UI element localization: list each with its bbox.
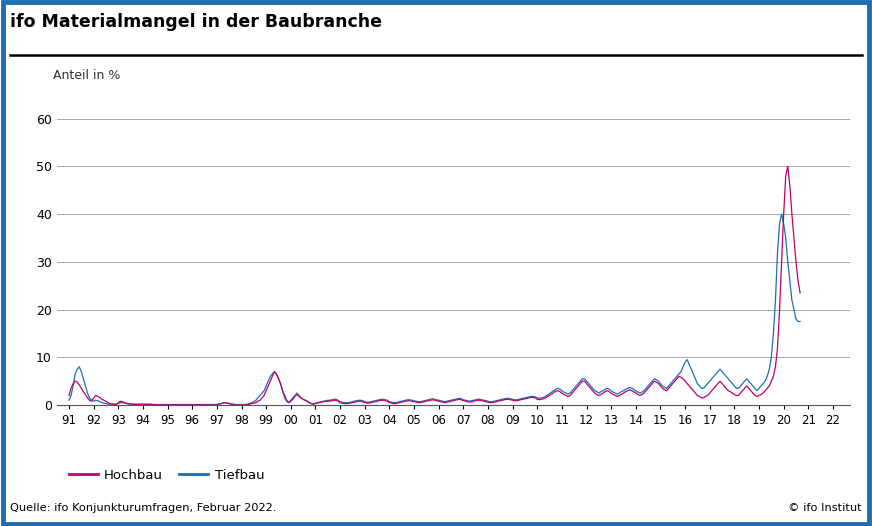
Text: ifo Materialmangel in der Baubranche: ifo Materialmangel in der Baubranche [10,13,383,31]
Legend: Hochbau, Tiefbau: Hochbau, Tiefbau [64,463,269,487]
Text: © ifo Institut: © ifo Institut [788,503,862,513]
Text: Quelle: ifo Konjunkturumfragen, Februar 2022.: Quelle: ifo Konjunkturumfragen, Februar … [10,503,276,513]
Text: Anteil in %: Anteil in % [52,69,120,82]
